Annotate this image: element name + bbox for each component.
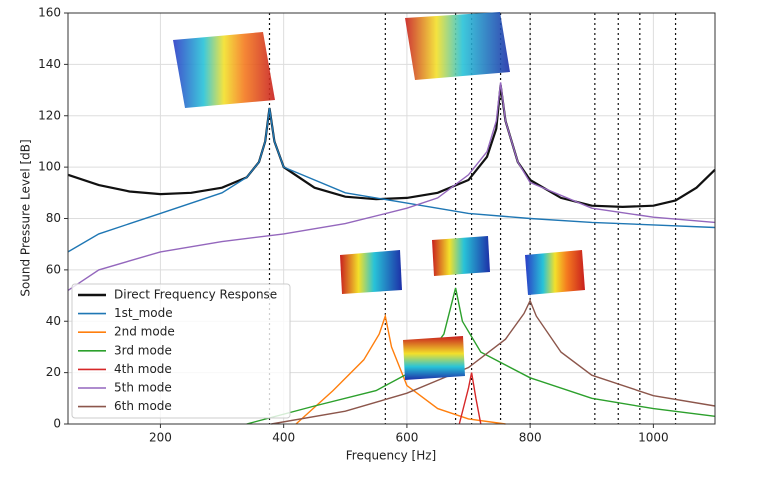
series-line bbox=[295, 313, 506, 425]
legend-label: 5th mode bbox=[114, 381, 172, 395]
series-line bbox=[271, 298, 716, 425]
legend: Direct Frequency Response 1st_mode 2nd mod… bbox=[71, 283, 291, 419]
series-line bbox=[67, 82, 716, 291]
mode-image bbox=[432, 236, 490, 276]
legend-box bbox=[71, 283, 291, 419]
series-line bbox=[458, 372, 482, 425]
plot-area: 0 20 40 60 80 100 120 140 160 200 400 600 800 1000 bbox=[38, 6, 716, 445]
y-axis-label: Sound Pressure Level [dB] bbox=[19, 139, 33, 296]
mode-image bbox=[340, 250, 402, 294]
x-tick-label: 400 bbox=[272, 431, 295, 445]
x-tick-label: 600 bbox=[395, 431, 418, 445]
mode-image bbox=[403, 336, 465, 380]
x-tick-label: 800 bbox=[519, 431, 542, 445]
y-tick-label: 140 bbox=[38, 57, 61, 71]
series-line bbox=[246, 287, 716, 425]
legend-label: 4th mode bbox=[114, 362, 172, 376]
legend-label: 2nd mode bbox=[114, 325, 175, 339]
legend-label: Direct Frequency Response bbox=[114, 288, 277, 302]
x-tick-label: 200 bbox=[149, 431, 172, 445]
y-tick-label: 40 bbox=[46, 314, 61, 328]
legend-label: 3rd mode bbox=[114, 343, 172, 357]
mode-image bbox=[405, 12, 510, 80]
series-line bbox=[67, 107, 716, 253]
y-tick-label: 100 bbox=[38, 160, 61, 174]
series-line bbox=[67, 84, 716, 209]
plot-frame bbox=[67, 12, 716, 425]
x-axis-label: Frequency [Hz] bbox=[346, 449, 437, 463]
y-tick-label: 160 bbox=[38, 6, 61, 20]
legend-label: 1st_mode bbox=[114, 306, 173, 320]
y-tick-label: 60 bbox=[46, 262, 61, 276]
mode-shape-images bbox=[173, 12, 585, 380]
mode-image bbox=[525, 250, 585, 295]
mode-image bbox=[173, 32, 275, 108]
x-tick-label: 1000 bbox=[638, 431, 669, 445]
y-tick-label: 80 bbox=[46, 211, 61, 225]
y-tick-label: 20 bbox=[46, 365, 61, 379]
legend-label: 6th mode bbox=[114, 399, 172, 413]
y-tick-label: 120 bbox=[38, 108, 61, 122]
y-tick-label: 0 bbox=[53, 417, 61, 431]
